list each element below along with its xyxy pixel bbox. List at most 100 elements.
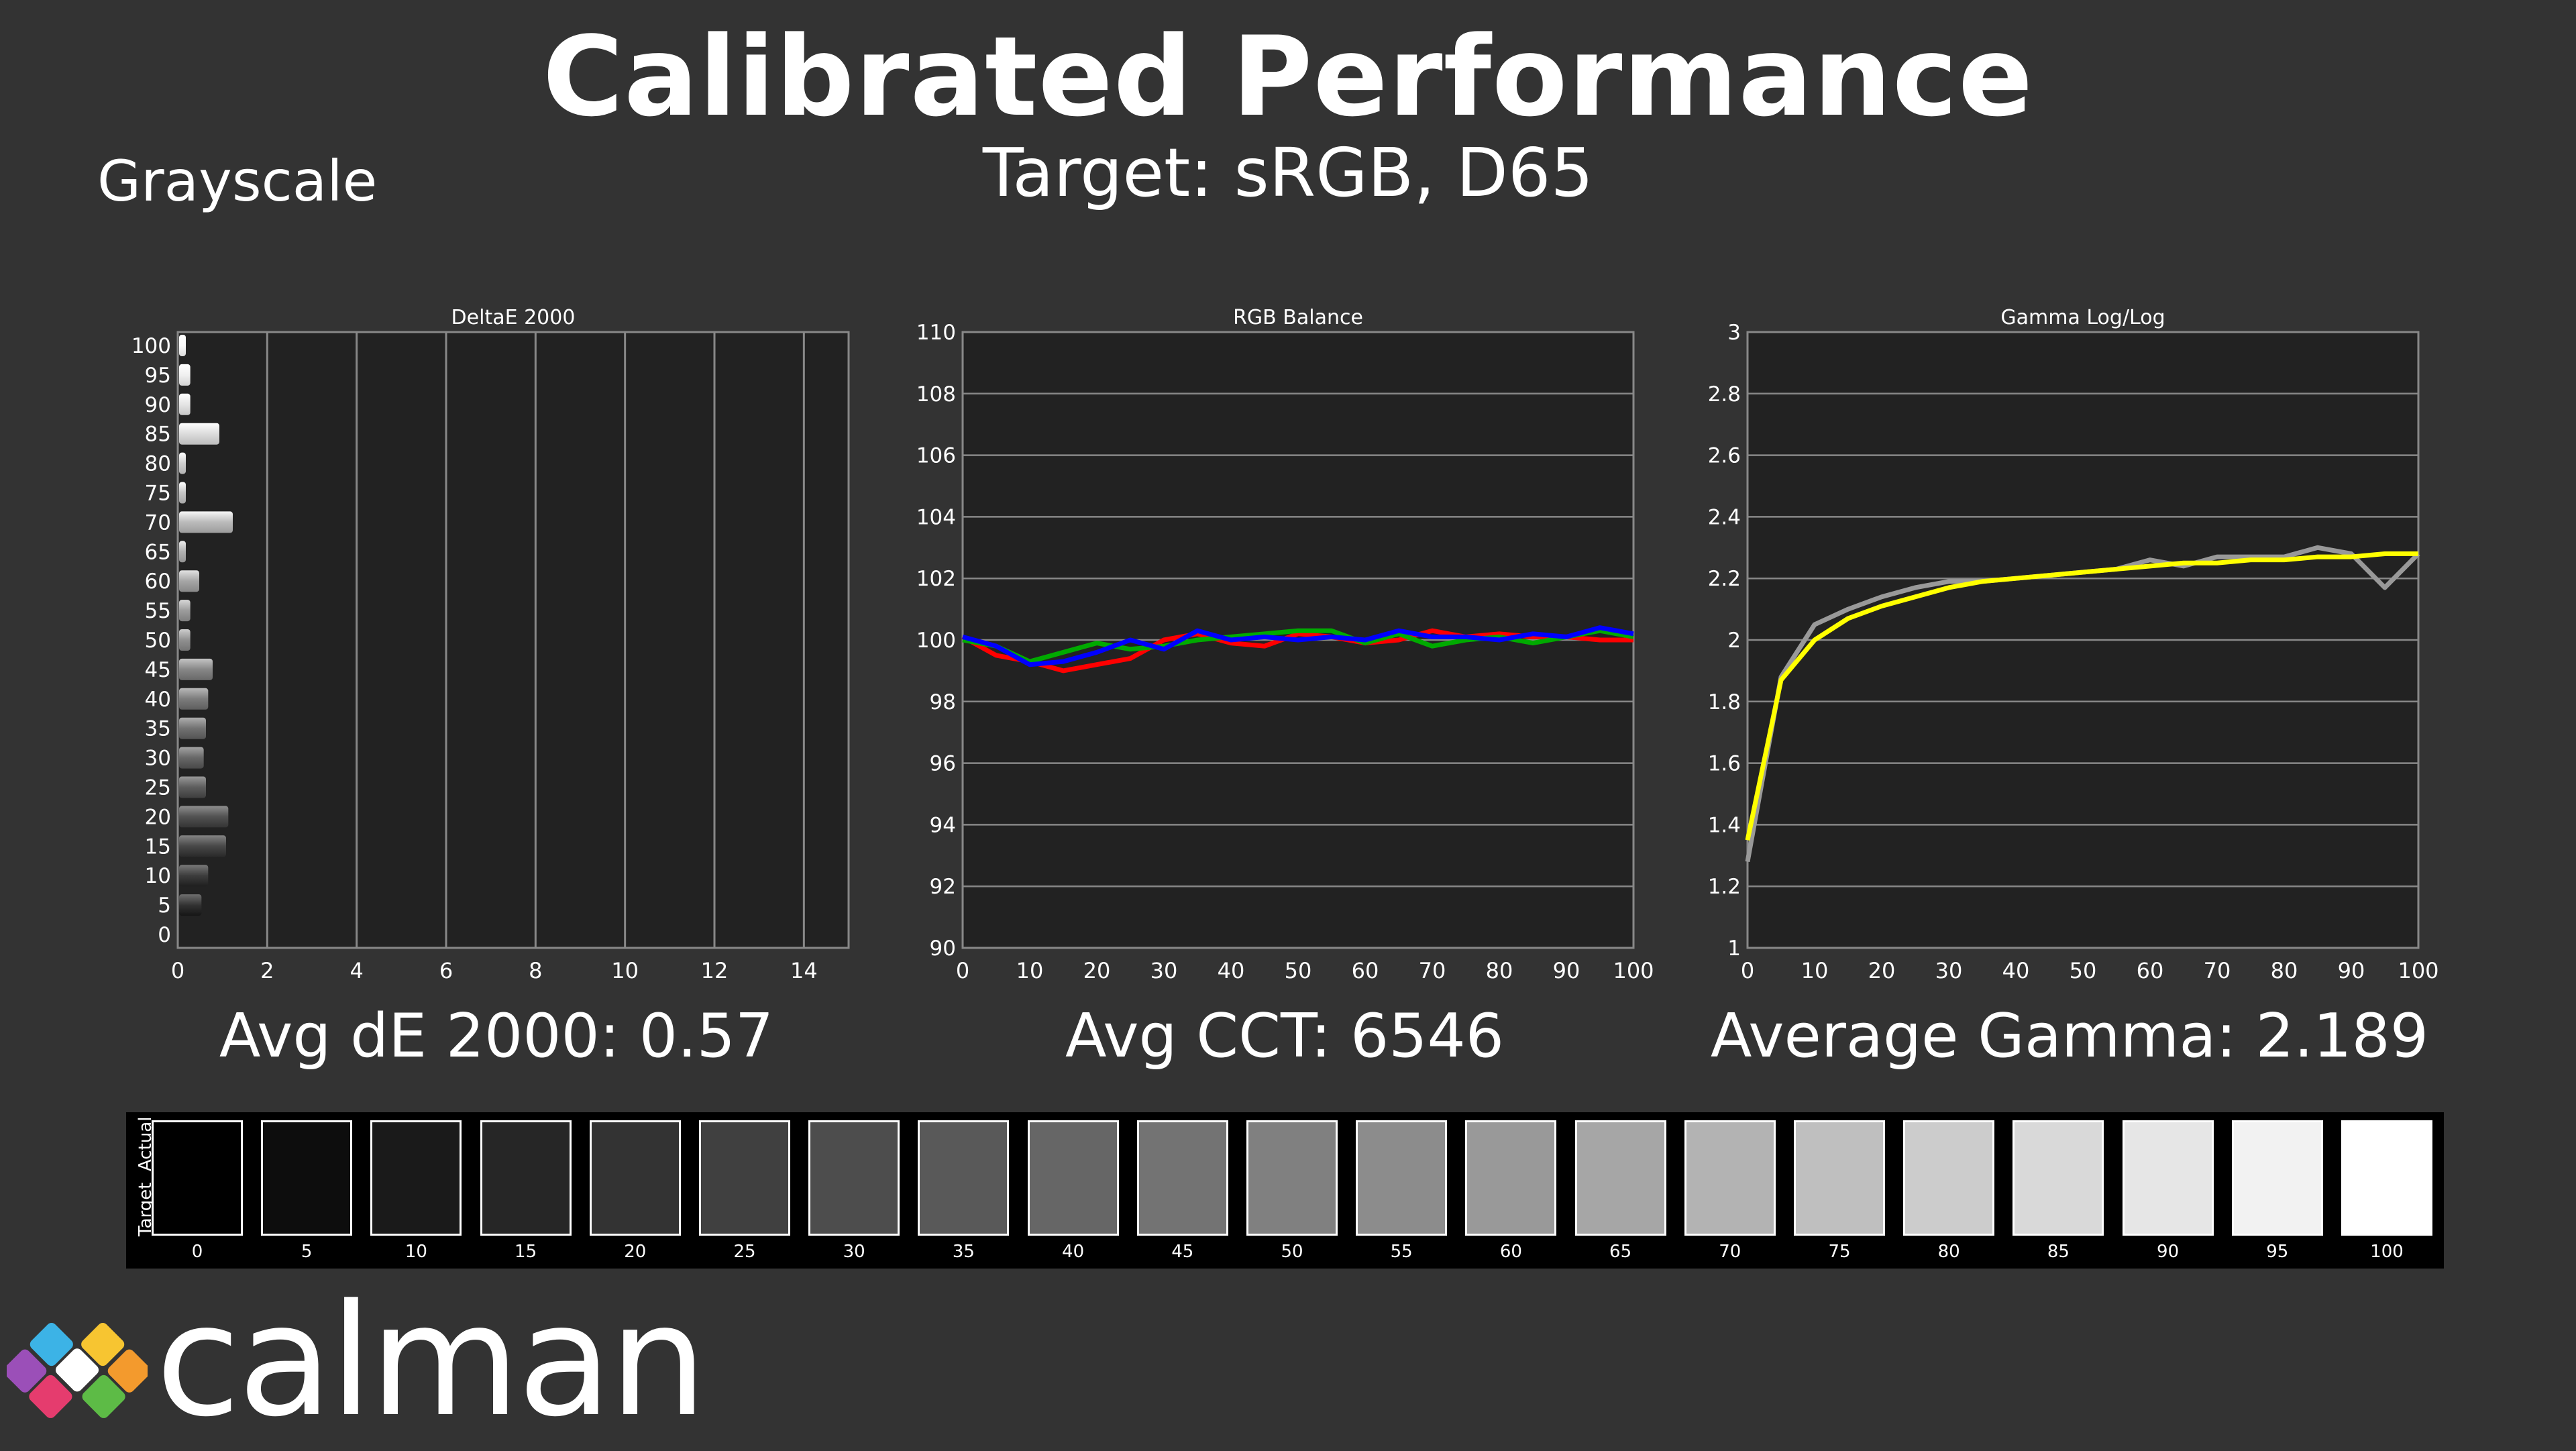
gamma-ytick: 2.6 xyxy=(1708,444,1741,468)
deltae-bar xyxy=(179,452,186,474)
deltae-ytick: 0 xyxy=(158,923,171,947)
page-title: Calibrated Performance xyxy=(542,13,2034,141)
deltae-bar xyxy=(179,423,219,445)
swatch-20 xyxy=(589,1120,681,1236)
gamma-xtick: 50 xyxy=(2070,958,2097,983)
deltae-ytick: 20 xyxy=(145,805,171,829)
deltae-bar xyxy=(179,835,226,857)
swatch-label: 95 xyxy=(2266,1242,2289,1262)
deltae-xtick: 14 xyxy=(790,958,818,983)
deltae-bar xyxy=(179,894,202,916)
deltae-xtick: 0 xyxy=(171,958,184,983)
deltae-ytick: 60 xyxy=(145,570,171,594)
rgb-xtick: 50 xyxy=(1285,958,1312,983)
rgb-ytick: 96 xyxy=(930,752,956,776)
deltae-xtick: 10 xyxy=(611,958,639,983)
gamma-ytick: 2.8 xyxy=(1708,382,1741,407)
gamma-chart: Gamma Log/Log 1 1.2 1.4 1.6 1.8 2 2.2 2.4 2.6 2.8 3… xyxy=(1708,306,2439,983)
swatch-35 xyxy=(918,1120,1010,1236)
deltae-chart: DeltaE 2000 0 2 4 6 8 10 12 14 0 5 10 15 20 25 30 35 40 45… xyxy=(131,306,850,983)
swatch-label: 20 xyxy=(624,1242,647,1262)
deltae-ytick: 5 xyxy=(158,894,171,918)
deltae-ytick: 75 xyxy=(145,482,171,506)
gamma-series-line xyxy=(1745,551,2418,841)
swatch-label: 60 xyxy=(1499,1242,1522,1262)
rgb-xtick: 90 xyxy=(1553,958,1580,983)
gamma-xtick: 0 xyxy=(1741,958,1754,983)
gamma-ytick: 2.2 xyxy=(1708,567,1741,591)
swatch-60 xyxy=(1465,1120,1557,1236)
swatch-40 xyxy=(1027,1120,1119,1236)
gamma-ytick: 1 xyxy=(1727,936,1741,961)
rgb-xtick: 30 xyxy=(1150,958,1178,983)
deltae-bar xyxy=(179,364,191,386)
swatch-15 xyxy=(480,1120,572,1236)
swatch-50 xyxy=(1246,1120,1338,1236)
calman-logo-icon xyxy=(7,1323,148,1418)
rgb-ytick: 94 xyxy=(930,813,956,837)
deltae-bar xyxy=(179,335,186,356)
rgb-xtick: 20 xyxy=(1083,958,1111,983)
gamma-xtick: 20 xyxy=(1868,958,1896,983)
deltae-bar xyxy=(179,747,204,769)
swatch-0 xyxy=(152,1120,243,1236)
swatch-55 xyxy=(1356,1120,1448,1236)
swatch-label: 70 xyxy=(1719,1242,1741,1262)
gamma-ytick: 2.4 xyxy=(1708,505,1741,529)
deltae-bar xyxy=(179,658,213,680)
rgb-ytick: 98 xyxy=(930,690,956,714)
rgb-xtick: 80 xyxy=(1486,958,1513,983)
deltae-ytick: 45 xyxy=(145,658,171,682)
swatch-10 xyxy=(370,1120,462,1236)
deltae-ytick: 100 xyxy=(131,334,171,358)
deltae-bar xyxy=(179,776,206,798)
swatch-label: 50 xyxy=(1281,1242,1303,1262)
swatch-30 xyxy=(808,1120,900,1236)
swatch-label: 15 xyxy=(515,1242,537,1262)
swatch-label: 25 xyxy=(733,1242,756,1262)
deltae-title: DeltaE 2000 xyxy=(451,306,576,329)
section-label: Grayscale xyxy=(97,148,378,214)
swatch-label: 65 xyxy=(1609,1242,1632,1262)
rgb-xtick: 60 xyxy=(1352,958,1379,983)
avg-gamma-summary: Average Gamma: 2.189 xyxy=(1710,1001,2429,1071)
swatch-label: 30 xyxy=(843,1242,865,1262)
deltae-bar xyxy=(179,570,199,592)
swatch-label: 35 xyxy=(952,1242,975,1262)
avg-de-summary: Avg dE 2000: 0.57 xyxy=(219,1001,774,1071)
swatch-25 xyxy=(699,1120,790,1236)
swatch-75 xyxy=(1794,1120,1885,1236)
gamma-ytick: 1.2 xyxy=(1708,875,1741,899)
rgb-xtick: 10 xyxy=(1016,958,1044,983)
rgb-series-line xyxy=(962,625,1634,667)
brand-name: calman xyxy=(156,1272,707,1451)
deltae-ytick: 25 xyxy=(145,776,171,800)
rgb-ytick: 104 xyxy=(916,505,956,529)
deltae-bar xyxy=(179,629,191,651)
deltae-xtick: 2 xyxy=(260,958,274,983)
swatch-label: 85 xyxy=(2047,1242,2070,1262)
gamma-xtick: 10 xyxy=(1801,958,1829,983)
deltae-bar xyxy=(179,806,229,828)
swatch-5 xyxy=(261,1120,353,1236)
swatch-70 xyxy=(1684,1120,1776,1236)
swatch-label: 75 xyxy=(1828,1242,1851,1262)
deltae-xtick: 6 xyxy=(439,958,453,983)
rgb-ytick: 102 xyxy=(916,567,956,591)
swatch-90 xyxy=(2122,1120,2214,1236)
gamma-xtick: 70 xyxy=(2204,958,2231,983)
deltae-bar xyxy=(179,541,186,563)
gamma-ytick: 1.4 xyxy=(1708,813,1741,837)
swatch-label: 55 xyxy=(1390,1242,1413,1262)
deltae-bar xyxy=(179,717,206,739)
deltae-bar xyxy=(179,482,186,504)
avg-cct-summary: Avg CCT: 6546 xyxy=(1065,1001,1505,1071)
rgb-ytick: 90 xyxy=(930,936,956,961)
deltae-ytick: 30 xyxy=(145,747,171,771)
swatch-label: 0 xyxy=(191,1242,203,1262)
gamma-title: Gamma Log/Log xyxy=(2000,306,2165,329)
rgb-ytick: 100 xyxy=(916,629,956,653)
deltae-xtick: 4 xyxy=(350,958,363,983)
swatch-100 xyxy=(2341,1120,2432,1236)
gamma-ytick: 1.6 xyxy=(1708,752,1741,776)
